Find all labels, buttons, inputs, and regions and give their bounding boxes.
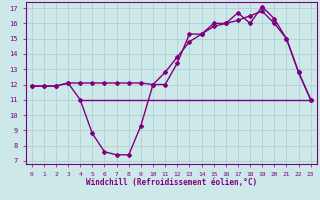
- X-axis label: Windchill (Refroidissement éolien,°C): Windchill (Refroidissement éolien,°C): [86, 178, 257, 187]
